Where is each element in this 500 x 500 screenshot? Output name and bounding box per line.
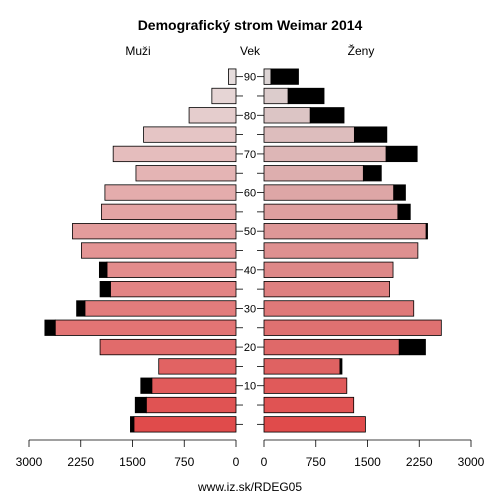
female-bar-30-34 bbox=[263, 300, 415, 317]
male-bars bbox=[44, 68, 237, 433]
male-bar-90+ bbox=[228, 68, 237, 85]
male-bar-50-54 bbox=[72, 223, 237, 240]
source-footer: www.iz.sk/RDEG05 bbox=[197, 480, 302, 494]
male-surplus-5-9 bbox=[134, 396, 147, 414]
male-x-axis: 3000 2250 1500 750 0 bbox=[16, 439, 240, 469]
female-bar-45-49 bbox=[263, 242, 419, 259]
female-bars bbox=[263, 68, 442, 433]
female-bar-10-14 bbox=[263, 377, 348, 394]
female-surplus-90+ bbox=[270, 68, 299, 85]
female-axis-tick-label: 0 bbox=[261, 455, 268, 469]
female-bar-65-69 bbox=[263, 165, 364, 182]
male-bar-0-4 bbox=[133, 416, 237, 433]
female-surplus-75-79 bbox=[353, 126, 388, 143]
female-surplus-65-69 bbox=[362, 165, 382, 182]
male-bar-10-14 bbox=[151, 377, 237, 394]
male-bar-70-74 bbox=[112, 145, 237, 163]
age-tick-label: 90 bbox=[244, 72, 256, 84]
male-surplus-25-29 bbox=[44, 319, 56, 336]
female-axis-tick-label: 2250 bbox=[406, 455, 433, 469]
male-bar-5-9 bbox=[145, 396, 237, 414]
male-bar-60-64 bbox=[104, 184, 237, 201]
male-bar-55-59 bbox=[101, 203, 237, 220]
age-axis: 10 20 30 40 50 60 70 80 90 bbox=[236, 72, 264, 425]
male-surplus-30-34 bbox=[76, 300, 86, 317]
male-axis-tick-label: 2250 bbox=[67, 455, 94, 469]
female-bar-75-79 bbox=[263, 126, 355, 143]
age-tick-label: 10 bbox=[244, 381, 256, 393]
female-x-axis: 0 750 1500 2250 3000 bbox=[261, 439, 485, 469]
age-tick-label: 40 bbox=[244, 265, 256, 277]
chart-title: Demografický strom Weimar 2014 bbox=[138, 17, 363, 33]
male-bar-85-89 bbox=[211, 87, 237, 105]
female-surplus-80-84 bbox=[309, 107, 345, 124]
female-bar-25-29 bbox=[263, 319, 442, 336]
male-surplus-35-39 bbox=[99, 281, 111, 298]
female-bar-0-4 bbox=[263, 416, 366, 433]
female-bar-60-64 bbox=[263, 184, 395, 201]
age-tick-label: 70 bbox=[244, 149, 256, 161]
male-surplus-0-4 bbox=[130, 416, 135, 433]
male-surplus-10-14 bbox=[140, 377, 153, 394]
female-bar-40-44 bbox=[263, 261, 394, 278]
male-axis-tick-label: 750 bbox=[174, 455, 194, 469]
right-panel-label: Ženy bbox=[348, 43, 375, 58]
age-tick-label: 60 bbox=[244, 188, 256, 200]
male-bar-25-29 bbox=[54, 319, 237, 336]
female-bar-5-9 bbox=[263, 396, 355, 414]
female-surplus-50-54 bbox=[425, 223, 428, 240]
male-axis-tick-label: 1500 bbox=[119, 455, 146, 469]
age-tick-label: 50 bbox=[244, 226, 256, 238]
female-bar-50-54 bbox=[263, 223, 427, 240]
female-bar-55-59 bbox=[263, 203, 399, 220]
male-bar-75-79 bbox=[143, 126, 237, 143]
age-tick-label: 20 bbox=[244, 342, 256, 354]
female-axis-tick-label: 750 bbox=[306, 455, 326, 469]
male-axis-tick-label: 0 bbox=[233, 455, 240, 469]
male-bar-20-24 bbox=[99, 338, 237, 356]
female-bar-35-39 bbox=[263, 281, 390, 298]
male-bar-35-39 bbox=[110, 281, 237, 298]
center-axis-label: Vek bbox=[240, 44, 261, 58]
female-bar-20-24 bbox=[263, 338, 400, 356]
female-surplus-20-24 bbox=[398, 338, 426, 356]
female-bar-80-84 bbox=[263, 107, 311, 124]
female-axis-tick-label: 1500 bbox=[354, 455, 381, 469]
female-surplus-70-74 bbox=[385, 145, 418, 163]
female-surplus-55-59 bbox=[397, 203, 411, 220]
age-tick-label: 30 bbox=[244, 303, 256, 315]
male-axis-tick-label: 3000 bbox=[16, 455, 43, 469]
female-surplus-60-64 bbox=[393, 184, 406, 201]
male-bar-15-19 bbox=[158, 358, 237, 375]
male-bar-80-84 bbox=[188, 107, 237, 124]
female-bar-15-19 bbox=[263, 358, 341, 375]
female-surplus-15-19 bbox=[339, 358, 343, 375]
female-bar-85-89 bbox=[263, 87, 289, 105]
female-surplus-85-89 bbox=[287, 87, 325, 105]
male-bar-30-34 bbox=[84, 300, 237, 317]
female-bar-70-74 bbox=[263, 145, 387, 163]
female-axis-tick-label: 3000 bbox=[458, 455, 485, 469]
male-bar-45-49 bbox=[81, 242, 237, 259]
age-tick-label: 80 bbox=[244, 110, 256, 122]
male-bar-65-69 bbox=[135, 165, 237, 182]
male-bar-40-44 bbox=[106, 261, 237, 278]
male-surplus-40-44 bbox=[98, 261, 108, 278]
left-panel-label: Muži bbox=[125, 44, 150, 58]
female-bar-90+ bbox=[263, 68, 272, 85]
